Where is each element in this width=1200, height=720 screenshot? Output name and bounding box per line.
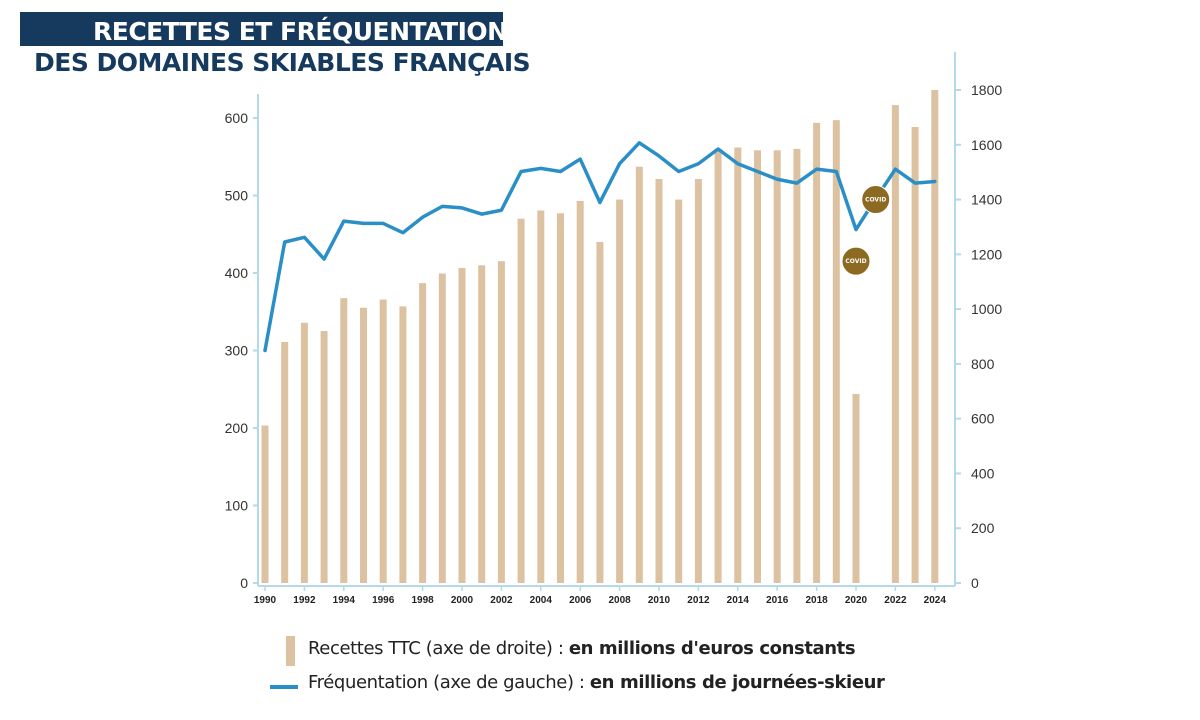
revenue-bar [379, 299, 387, 583]
revenue-bar [931, 90, 939, 583]
revenue-bar [891, 105, 899, 583]
revenue-bar [754, 150, 761, 583]
covid-badge-circle [861, 185, 891, 215]
x-tick-label: 2016 [766, 595, 789, 606]
revenue-bars [261, 90, 939, 584]
revenue-bar [360, 307, 367, 583]
revenue-bar [773, 150, 781, 583]
left-tick-label: 0 [240, 575, 248, 591]
x-tick-label: 2012 [687, 595, 710, 606]
x-tick-label: 2004 [530, 595, 553, 606]
right-tick-label: 1600 [971, 137, 1002, 153]
revenue-bar [832, 120, 840, 583]
x-tick-label: 2000 [451, 595, 474, 606]
revenue-bar [537, 210, 545, 583]
x-tick-label: 1998 [411, 595, 434, 606]
attendance-line [263, 141, 937, 353]
revenue-bar [596, 242, 604, 583]
x-tick-label: 1996 [372, 595, 395, 606]
revenue-bar [497, 261, 505, 583]
left-tick-label: 400 [225, 265, 249, 281]
attendance-series-line [263, 141, 937, 353]
right-tick-label: 800 [971, 356, 995, 372]
revenue-bar [714, 148, 722, 583]
revenue-bar [557, 213, 564, 583]
legend-revenue-label: Recettes TTC (axe de droite) : [308, 638, 569, 659]
covid-badge-label: COVID [845, 258, 866, 265]
right-tick-label: 1200 [971, 246, 1002, 262]
x-tick-label: 2010 [648, 595, 671, 606]
revenue-bar [300, 322, 308, 583]
legend-attendance-label: Fréquentation (axe de gauche) : [308, 672, 590, 693]
x-tick-label: 1990 [254, 595, 277, 606]
legend-item-attendance: Fréquentation (axe de gauche) : en milli… [270, 670, 1030, 700]
x-tick-label: 2024 [924, 595, 947, 606]
chart-title-line2: DES DOMAINES SKIABLES FRANÇAIS [34, 48, 531, 77]
legend-bar-swatch [286, 636, 295, 666]
revenue-bar [852, 394, 860, 583]
covid-badge: COVID [841, 246, 871, 276]
covid-annotations: COVID COVID [841, 185, 891, 276]
right-tick-label: 1800 [971, 82, 1002, 98]
left-tick-label: 600 [225, 110, 249, 126]
revenue-bar [517, 218, 525, 583]
left-tick-label: 100 [225, 498, 249, 514]
x-tick-label: 2014 [727, 595, 750, 606]
covid-badge-label: COVID [865, 197, 886, 204]
revenue-bar [320, 331, 328, 583]
right-tick-label: 600 [971, 411, 995, 427]
right-tick-label: 1400 [971, 192, 1002, 208]
revenue-bar [635, 166, 643, 583]
revenue-bar [616, 199, 624, 584]
revenue-bar [458, 268, 466, 583]
axes: 0 100 200 300 400 500 600 0 200 400 600 800 1000 1200… [225, 52, 1002, 606]
x-tick-label: 2020 [845, 595, 868, 606]
x-tick-label: 1994 [333, 595, 356, 606]
revenue-bar [793, 148, 801, 583]
x-tick-label: 1992 [293, 595, 316, 606]
revenue-bar [281, 341, 289, 583]
legend-line-swatch [270, 685, 298, 689]
revenue-bar [478, 265, 486, 583]
left-tick-label: 200 [225, 420, 249, 436]
x-tick-label: 2008 [608, 595, 631, 606]
left-tick-label: 300 [225, 343, 249, 359]
revenue-bar [419, 283, 427, 583]
x-tick-label: 2002 [490, 595, 513, 606]
right-tick-label: 200 [971, 520, 995, 536]
x-tick-label: 2006 [569, 595, 592, 606]
revenue-bar [813, 122, 821, 583]
x-tick-label: 2022 [884, 595, 907, 606]
legend-attendance-unit: en millions de journées-skieur [589, 672, 885, 693]
revenue-bar [655, 179, 663, 583]
revenue-bar [261, 425, 269, 583]
title-band [20, 12, 503, 46]
x-tick-label: 2018 [805, 595, 828, 606]
revenue-bar [576, 200, 584, 584]
revenue-bar [438, 273, 446, 583]
chart-title-line1: RECETTES ET FRÉQUENTATION [93, 17, 508, 46]
revenue-bar [734, 147, 742, 583]
covid-badge-circle [841, 246, 871, 276]
covid-badge: COVID [861, 185, 891, 215]
revenue-bar [675, 199, 683, 584]
right-tick-label: 400 [971, 465, 995, 481]
revenue-bar [399, 306, 407, 583]
revenue-bar [911, 126, 919, 583]
revenue-bar [694, 179, 702, 583]
legend-revenue-unit: en millions d'euros constants [568, 638, 856, 659]
legend-item-revenue: Recettes TTC (axe de droite) : en millio… [270, 636, 1030, 666]
right-tick-label: 1000 [971, 301, 1002, 317]
right-tick-label: 0 [971, 575, 979, 591]
revenue-bar [340, 298, 348, 583]
left-tick-label: 500 [225, 188, 249, 204]
